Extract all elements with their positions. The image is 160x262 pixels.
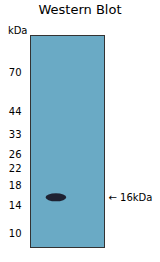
html-text:Western Blot: Western Blot	[38, 2, 122, 17]
svg-text:22: 22	[9, 163, 22, 174]
svg-text:33: 33	[9, 129, 22, 140]
svg-text:44: 44	[9, 106, 22, 117]
svg-text:← 16kDa: ← 16kDa	[109, 192, 153, 203]
svg-text:kDa: kDa	[8, 25, 28, 36]
svg-text:14: 14	[9, 200, 22, 211]
svg-text:26: 26	[9, 149, 22, 160]
svg-text:18: 18	[9, 180, 22, 191]
svg-text:10: 10	[9, 228, 22, 239]
svg-text:70: 70	[9, 67, 22, 78]
